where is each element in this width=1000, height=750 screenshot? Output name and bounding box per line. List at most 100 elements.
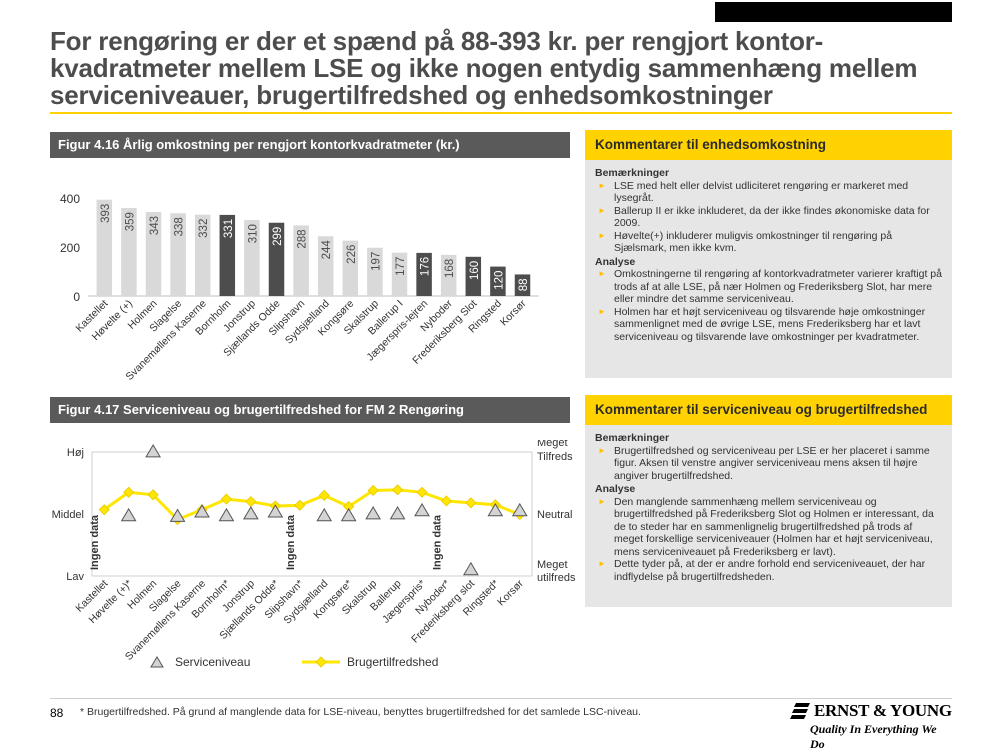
bar-value-label: 299 xyxy=(272,227,284,246)
bar xyxy=(465,256,482,296)
bullet-item: Ballerup II er ikke inkluderet, da der i… xyxy=(595,205,942,230)
satisfaction-point xyxy=(465,497,477,509)
logo-tagline: Quality In Everything We Do xyxy=(810,722,937,750)
service-level-point xyxy=(267,504,284,518)
bullet-item: Den manglende sammenhæng mellem servicen… xyxy=(595,496,942,559)
legend-triangle-icon xyxy=(150,656,164,668)
service-level-point xyxy=(194,504,210,518)
bar xyxy=(391,252,408,296)
y-tick-label: 200 xyxy=(60,241,80,255)
footer-divider xyxy=(50,698,952,699)
bar xyxy=(490,266,506,296)
x-tick-label: Korsør xyxy=(498,297,529,328)
section-label: Analyse xyxy=(595,483,636,495)
satisfaction-point xyxy=(123,486,135,498)
bar xyxy=(416,252,432,296)
service-level-point xyxy=(243,506,259,520)
comment-body: Bemærkninger Brugertilfredshed og servic… xyxy=(585,425,952,589)
bar xyxy=(121,208,137,296)
section-label: Bemærkninger xyxy=(595,167,670,179)
bar-value-label: 359 xyxy=(124,212,136,231)
bar-value-label: 393 xyxy=(100,204,112,223)
legend-label: Brugertilfredshed xyxy=(347,655,438,669)
bullet-item: Dette tyder på, at der er andre forhold … xyxy=(595,558,942,583)
satisfaction-point xyxy=(440,495,453,507)
x-tick-label: Korsør xyxy=(495,577,526,608)
bar-value-label: 310 xyxy=(247,224,259,243)
right-axis-label: Tilfreds xyxy=(537,451,573,463)
bar xyxy=(170,213,186,296)
y-tick-label: 400 xyxy=(60,192,80,206)
service-level-point xyxy=(389,506,406,520)
no-data-annotation: Ingen data xyxy=(431,514,443,570)
satisfaction-point xyxy=(294,499,306,511)
legend-diamond-icon xyxy=(315,656,327,668)
figure-4-17-header: Figur 4.17 Serviceniveau og brugertilfre… xyxy=(50,397,570,423)
bar-value-label: 88 xyxy=(518,278,530,291)
page-title: For rengøring er der et spænd på 88-393 … xyxy=(50,26,918,110)
right-axis-label: utilfreds xyxy=(537,572,576,584)
bullet-item: LSE med helt eller delvist udliciteret r… xyxy=(595,180,942,205)
bullet-item: Høvelte(+) inkluderer muligvis omkostnin… xyxy=(595,230,942,255)
bar xyxy=(96,199,113,296)
bar-value-label: 177 xyxy=(395,257,407,276)
comment-header: Kommentarer til serviceniveau og brugert… xyxy=(585,395,952,425)
comment-box-unit-cost: Kommentarer til enhedsomkostning Bemærkn… xyxy=(585,130,952,378)
service-level-point xyxy=(120,507,137,522)
bar-value-label: 338 xyxy=(174,217,186,236)
bar xyxy=(317,236,334,296)
service-level-point xyxy=(511,502,528,517)
right-axis-label: Meget xyxy=(537,559,568,571)
service-level-point xyxy=(218,507,235,522)
bar xyxy=(367,247,383,296)
satisfaction-point xyxy=(147,489,159,501)
service-level-point xyxy=(145,444,161,458)
right-axis-label: Meget xyxy=(537,440,568,449)
legend-label: Serviceniveau xyxy=(175,655,250,669)
bar-value-label: 288 xyxy=(297,229,309,248)
bar xyxy=(514,274,531,296)
service-level-point xyxy=(340,507,357,522)
figure-4-16-header: Figur 4.16 Årlig omkostning per rengjort… xyxy=(50,132,570,158)
bar-value-label: 343 xyxy=(149,216,161,235)
logo-mark-icon xyxy=(790,703,810,719)
satisfaction-point xyxy=(416,486,428,498)
bar xyxy=(268,222,285,296)
service-level-point xyxy=(463,561,479,576)
satisfaction-point xyxy=(318,489,330,501)
satisfaction-point xyxy=(98,504,110,516)
no-data-annotation: Ingen data xyxy=(285,514,297,570)
bar-value-label: 120 xyxy=(493,271,505,290)
service-level-point xyxy=(414,502,430,517)
satisfaction-point xyxy=(367,484,379,497)
footnote: * Brugertilfredshed. På grund af manglen… xyxy=(80,706,641,718)
section-label: Bemærkninger xyxy=(595,432,670,444)
page-number: 88 xyxy=(50,706,64,720)
comment-body: Bemærkninger LSE med helt eller delvist … xyxy=(585,160,952,349)
bar xyxy=(219,214,236,296)
plot-frame xyxy=(91,451,533,577)
logo-name: ERNST & YOUNG xyxy=(814,701,952,720)
bar-value-label: 226 xyxy=(346,245,358,264)
service-level-point xyxy=(365,506,381,520)
service-level-point xyxy=(169,508,186,522)
satisfaction-point xyxy=(245,496,257,508)
bullet-item: Holmen har et højt serviceniveau og tils… xyxy=(595,306,942,344)
satisfaction-point xyxy=(220,493,233,505)
bar-value-label: 244 xyxy=(321,240,333,260)
right-axis-label: Neutral xyxy=(537,509,572,521)
bar-value-label: 332 xyxy=(198,219,210,238)
left-axis-label: Høj xyxy=(67,447,84,459)
header-black-bar xyxy=(715,2,952,22)
line-chart: HøjMiddelLavMegetTilfredsNeutralMegetuti… xyxy=(52,440,576,669)
satisfaction-point xyxy=(391,484,404,496)
bar xyxy=(342,240,359,296)
bar-value-label: 176 xyxy=(420,257,432,276)
bar xyxy=(440,254,457,296)
comment-header: Kommentarer til enhedsomkostning xyxy=(585,130,952,160)
comment-box-service-satisfaction: Kommentarer til serviceniveau og brugert… xyxy=(585,395,952,607)
title-divider xyxy=(50,112,952,114)
service-level-point xyxy=(487,502,504,517)
satisfaction-line xyxy=(103,488,521,522)
